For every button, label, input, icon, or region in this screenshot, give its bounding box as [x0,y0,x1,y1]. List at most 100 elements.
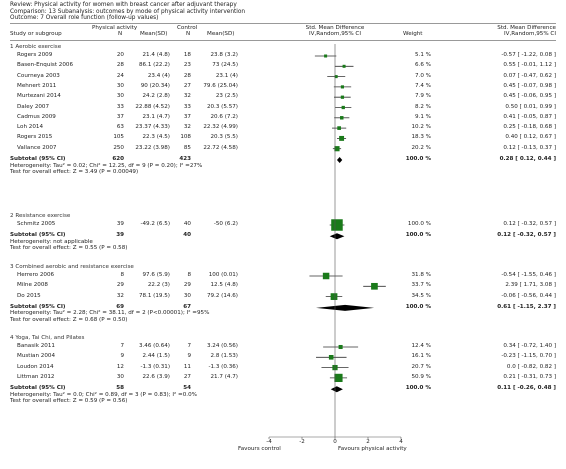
study-meansd2: 100 (0.01) [208,272,238,278]
header-rule-bottom [10,40,556,41]
study-name: Milne 2008 [17,282,48,289]
x-axis-tick-label: -2 [299,439,305,445]
study-meansd1: 23.22 (3.98) [135,144,170,151]
study-meansd2: 3.24 (0.56) [206,343,238,349]
study-meansd1: 3.46 (0.64) [138,343,170,349]
study-name: Cadmus 2009 [17,113,56,120]
study-weight: 16.1 % [411,353,431,360]
subtotal-n1: 39 [116,232,124,239]
study-n1: 33 [116,103,124,110]
x-axis-tick-label: 2 [366,439,370,445]
study-meansd2: 73 (24.5) [212,62,238,69]
study-n2: 32 [183,93,191,100]
subtotal-label: Subtotal (95% CI) [10,303,66,310]
heterogeneity-text: Heterogeneity: Tau² = 2.28; Chi² = 38.11… [10,310,210,317]
study-effect-marker [341,105,345,110]
col-group2-n: N [186,31,191,37]
study-effect-marker [342,64,346,68]
study-weight: 20.2 % [411,144,431,151]
study-name: Do 2015 [17,292,41,299]
study-weight: 18.3 % [411,134,431,141]
study-meansd2: 79.2 (14.6) [206,292,238,299]
study-meansd1: 23.4 (4) [147,72,170,79]
study-meansd2: 20.3 (5.5) [210,134,239,141]
col-effect-title-2: Std. Mean Difference [497,25,556,31]
study-name: Rogers 2009 [17,52,53,58]
study-n2: 40 [183,221,191,227]
heterogeneity-text: Heterogeneity: not applicable [10,238,93,245]
study-n1: 250 [113,144,124,151]
x-axis-tick-label: 0 [333,439,337,445]
study-smd-ci: 0.45 [ -0.06, 0.95 ] [503,93,556,100]
subtotal-label: Subtotal (95% CI) [10,232,66,239]
study-n2: 33 [183,103,191,110]
study-meansd2: 20.3 (5.57) [206,103,238,110]
study-meansd1: -49.2 (6.5) [140,221,170,227]
col-effect-title: Std. Mean Difference [305,25,365,31]
study-smd-ci: 0.41 [ -0.05, 0.87 ] [503,113,556,120]
study-smd-ci: 0.12 [ -0.13, 0.37 ] [503,144,556,151]
study-meansd2: 20.6 (7.2) [210,113,239,120]
subtotal-weight: 100.0 % [405,232,431,239]
study-name: Littman 2012 [17,373,55,380]
study-weight: 7.0 % [415,72,431,79]
study-meansd2: 79.6 (25.04) [203,82,238,89]
study-n2: 29 [183,282,191,289]
overall-effect-text: Test for overall effect: Z = 0.55 (P = 0… [10,245,128,252]
subtotal-n1: 58 [116,385,124,392]
study-meansd2: 21.7 (4.7) [210,373,239,380]
heterogeneity-text: Heterogeneity: Tau² = 0.0; Chi² = 0.89, … [10,391,197,398]
subtotal-diamond [329,233,345,240]
study-smd-ci: 2.39 [ 1.71, 3.08 ] [505,282,556,289]
study-n2: 85 [183,144,191,151]
study-effect-marker [340,85,344,89]
study-meansd1: 2.44 (1.5) [142,353,171,360]
study-n1: 105 [113,134,124,141]
review-title: Review: Physical activity for women with… [10,2,237,8]
comparison-title: Comparison: 13 Subanalysis: outcomes by … [10,8,246,15]
study-weight: 5.1 % [415,52,431,58]
group-title: 4 Yoga, Tai Chi, and Pilates [10,335,85,341]
subtotal-smd-ci: 0.28 [ 0.12, 0.44 ] [499,156,556,162]
study-n2: 27 [183,82,191,89]
study-weight: 12.4 % [411,343,431,349]
study-effect-marker [337,126,341,130]
study-smd-ci: 0.21 [ -0.31, 0.73 ] [503,373,556,380]
col-group2-meansd: Mean(SD) [207,31,235,37]
study-name: Banasik 2011 [17,343,55,349]
study-n2: 23 [183,62,191,69]
favours-control-label: Favours control [238,446,281,452]
study-effect-marker [334,146,340,152]
subtotal-diamond [336,157,343,163]
subtotal-n2: 423 [179,156,191,162]
col-weight-header: Weight [403,31,423,37]
study-name: Rogers 2015 [17,134,53,141]
study-name: Daley 2007 [17,103,50,110]
study-effect-marker [330,293,338,300]
study-n2: 37 [183,113,191,120]
study-meansd2: 12.5 (4.8) [210,282,239,289]
study-n1: 29 [116,282,124,289]
study-effect-marker [334,373,343,383]
study-effect-marker [339,135,345,141]
study-smd-ci: -0.06 [ -0.56, 0.44 ] [501,292,556,299]
study-meansd2: 23.8 (3.2) [210,52,239,58]
study-meansd1: 90 (20.34) [140,82,170,89]
study-smd-ci: 0.0 [ -0.82, 0.82 ] [506,363,556,370]
study-n1: 24 [116,72,124,79]
x-axis-tick-label: 4 [399,439,403,445]
study-meansd1: 21.4 (4.8) [142,52,171,58]
col-group1-header: Physical activity [92,25,138,31]
study-n1: 8 [120,272,124,278]
study-meansd2: 23 (2.5) [215,93,238,100]
study-n2: 28 [183,72,191,79]
study-weight: 6.6 % [415,62,431,69]
group-title: 3 Combined aerobic and resistance exerci… [10,264,134,270]
study-name: Mustian 2004 [17,353,56,360]
study-n1: 7 [120,343,124,349]
study-name: Vallance 2007 [17,144,57,151]
subtotal-label: Subtotal (95% CI) [10,385,66,392]
study-smd-ci: 0.40 [ 0.12, 0.67 ] [505,134,556,141]
study-name: Herrero 2006 [17,272,55,278]
